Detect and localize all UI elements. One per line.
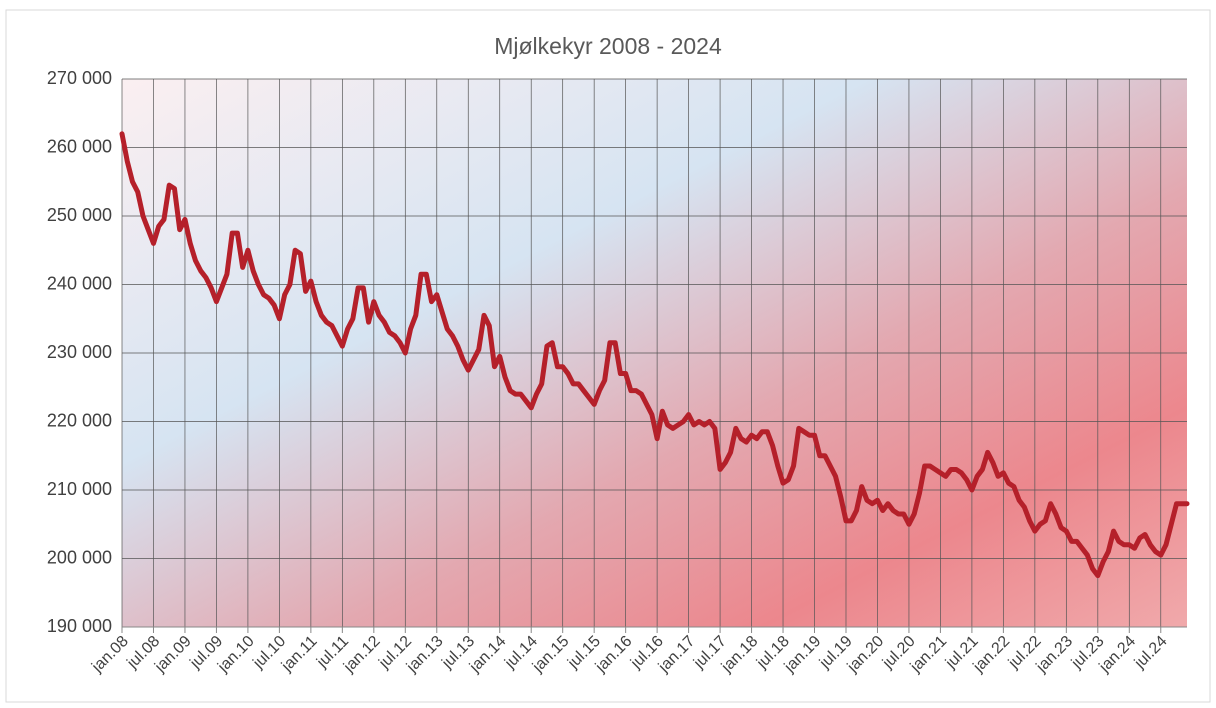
y-tick-label: 240 000 (47, 273, 112, 293)
chart-title: Mjølkekyr 2008 - 2024 (494, 33, 722, 59)
y-tick-label: 230 000 (47, 342, 112, 362)
data-line (119, 131, 1190, 579)
y-tick-label: 250 000 (47, 205, 112, 225)
y-tick-label: 260 000 (47, 136, 112, 156)
y-tick-label: 200 000 (47, 547, 112, 567)
y-tick-label: 190 000 (47, 616, 112, 636)
y-tick-label: 220 000 (47, 410, 112, 430)
y-tick-label: 210 000 (47, 479, 112, 499)
y-tick-label: 270 000 (47, 68, 112, 88)
